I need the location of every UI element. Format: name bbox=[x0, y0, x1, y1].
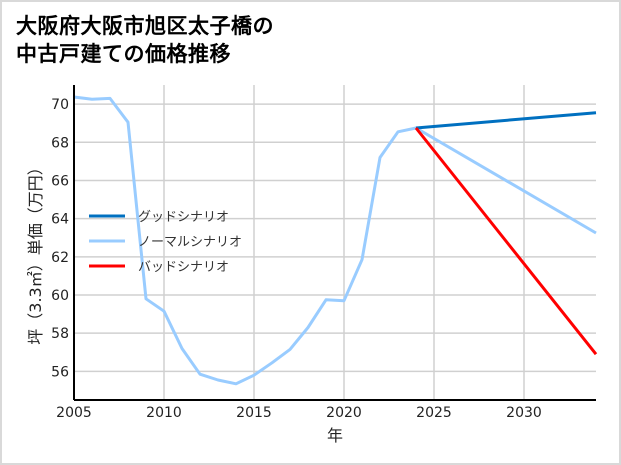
chart-title-line-1: 大阪府大阪市旭区太子橋の bbox=[16, 14, 274, 38]
x-tick-label: 2020 bbox=[326, 405, 362, 421]
y-tick-label: 60 bbox=[51, 288, 69, 304]
legend-label-2: バッドシナリオ bbox=[138, 260, 229, 275]
x-tick-label: 2010 bbox=[146, 405, 182, 421]
x-axis-tick-labels: 2005 2010 2015 2020 2025 2030 bbox=[56, 405, 542, 421]
x-tick-label: 2025 bbox=[416, 405, 452, 421]
y-tick-label: 66 bbox=[51, 173, 69, 189]
y-tick-label: 56 bbox=[51, 364, 69, 380]
y-tick-label: 68 bbox=[51, 135, 69, 151]
y-tick-label: 58 bbox=[51, 326, 69, 342]
chart-title: 大阪府大阪市旭区太子橋の 中古戸建ての価格推移 bbox=[16, 12, 274, 68]
series-line-0 bbox=[415, 111, 597, 130]
y-tick-label: 62 bbox=[51, 250, 69, 266]
series-line-2 bbox=[414, 127, 598, 356]
grid-lines bbox=[74, 85, 596, 400]
y-tick-label: 64 bbox=[51, 212, 69, 228]
x-tick-label: 2005 bbox=[56, 405, 92, 421]
legend-label-1: ノーマルシナリオ bbox=[138, 235, 242, 250]
x-axis-label: 年 bbox=[327, 426, 343, 445]
y-axis-tick-labels: 56 58 60 62 64 66 68 70 bbox=[51, 97, 69, 380]
y-axis-label: 坪（3.3㎡）単価（万円） bbox=[26, 159, 45, 344]
chart-title-line-2: 中古戸建ての価格推移 bbox=[16, 42, 231, 66]
series-line-1 bbox=[73, 95, 597, 386]
legend-label-0: グッドシナリオ bbox=[138, 210, 229, 225]
series-lines bbox=[73, 95, 598, 386]
x-tick-label: 2030 bbox=[506, 405, 542, 421]
y-tick-label: 70 bbox=[51, 97, 69, 113]
x-tick-label: 2015 bbox=[236, 405, 272, 421]
axes bbox=[73, 85, 596, 401]
